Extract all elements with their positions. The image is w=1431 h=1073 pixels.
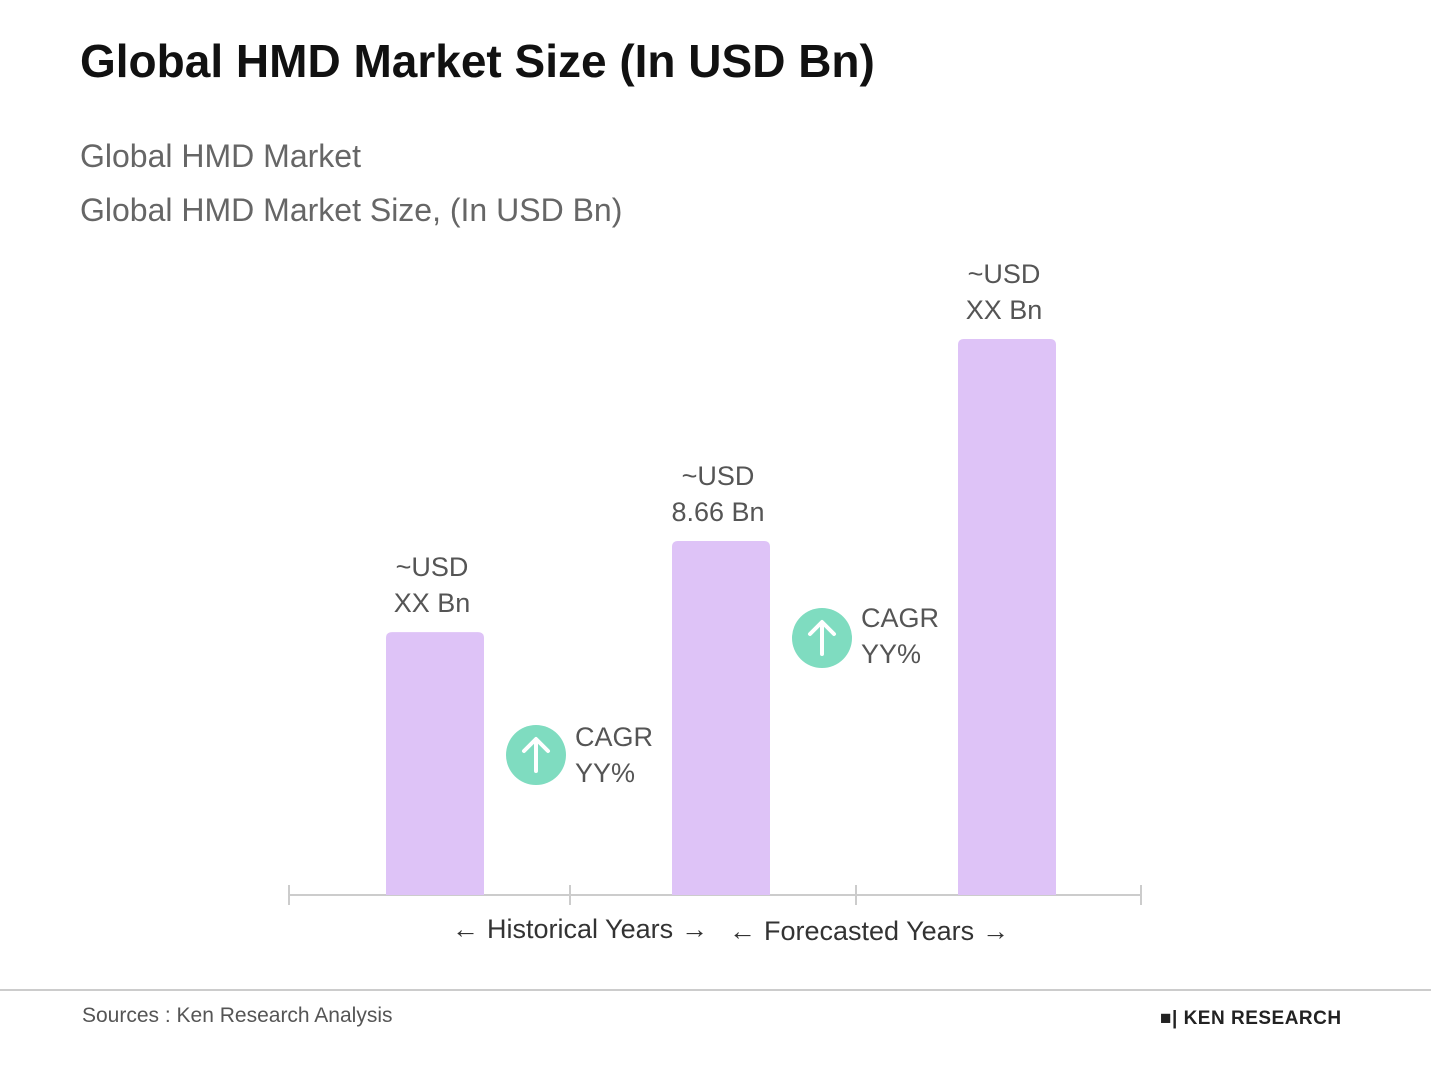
value-label: ~USD 8.66 Bn xyxy=(671,460,765,527)
cagr-label: CAGR YY% xyxy=(861,603,940,669)
arrow-right: → xyxy=(681,914,709,944)
period-label: ← Historical Years → xyxy=(452,914,708,945)
value-label: ~USD XX Bn xyxy=(393,552,471,619)
arrow-left: ← xyxy=(452,914,479,944)
period-text: Historical Years xyxy=(487,914,674,944)
brand-text: KEN RESEARCH xyxy=(1183,1008,1342,1029)
subtitle: Global HMD Market xyxy=(80,138,361,174)
value-label: ~USD XX Bn xyxy=(965,259,1043,325)
period-label: ← Forecasted Years → xyxy=(729,916,1009,947)
bar xyxy=(386,632,484,895)
subtitle: Global HMD Market Size, (In USD Bn) xyxy=(80,192,623,228)
arrow-right: → xyxy=(982,916,1010,946)
bar xyxy=(672,540,770,895)
cagr-label: CAGR YY% xyxy=(575,722,654,788)
bar xyxy=(958,339,1056,895)
cagr-icon xyxy=(506,725,566,785)
source: Sources : Ken Research Analysis xyxy=(82,1004,393,1027)
arrow-left: ← xyxy=(729,916,756,946)
cagr-icon xyxy=(792,608,852,668)
brand-logo: ■| KEN RESEARCH xyxy=(1160,1008,1342,1029)
period-text: Forecasted Years xyxy=(764,916,975,946)
chart-title: Global HMD Market Size (In USD Bn) xyxy=(80,35,875,87)
